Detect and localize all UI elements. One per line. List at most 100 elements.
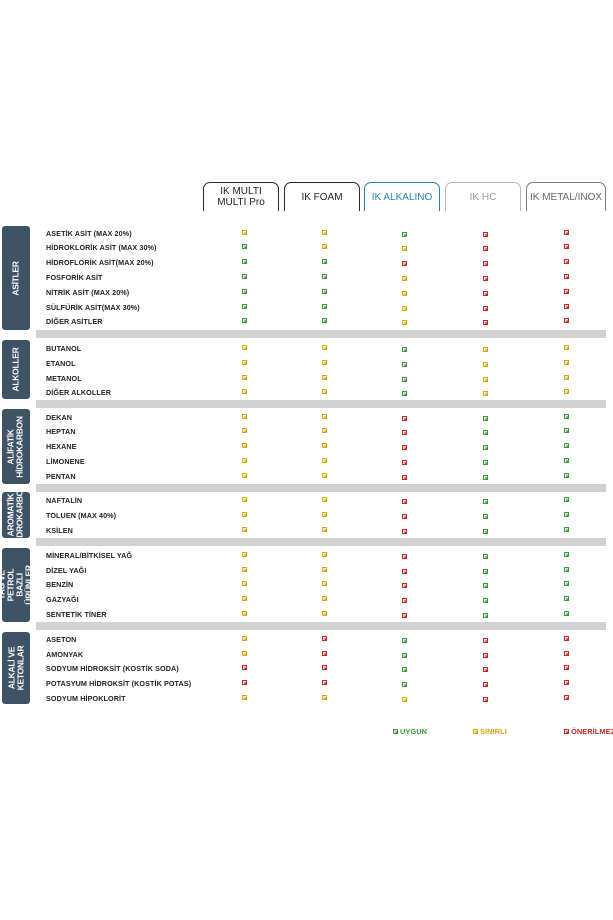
compat-mark-sinirli — [322, 230, 327, 235]
compat-mark-uygun — [564, 611, 569, 616]
compat-mark-uygun — [564, 414, 569, 419]
compat-mark-onerilmez — [564, 651, 569, 656]
row-label: NAFTALİN — [46, 496, 83, 505]
column-header: IK ALKALINO — [364, 182, 440, 211]
compat-mark-onerilmez — [564, 680, 569, 685]
compat-mark-onerilmez — [564, 230, 569, 235]
compat-mark-sinirli — [483, 377, 488, 382]
compat-mark-uygun — [564, 552, 569, 557]
row-label: POTASYUM HİDROKSİT (KOSTİK POTAS) — [46, 679, 192, 688]
legend-label: UYGUN — [400, 727, 428, 736]
compat-mark-sinirli — [322, 345, 327, 350]
compat-mark-sinirli — [322, 414, 327, 419]
section-divider — [36, 538, 606, 546]
row-label: HİDROKLORİK ASİT (MAX 30%) — [46, 243, 157, 252]
compat-mark-sinirli — [322, 360, 327, 365]
compat-mark-onerilmez — [564, 244, 569, 249]
compat-mark-sinirli — [483, 347, 488, 352]
compat-mark-uygun — [564, 527, 569, 532]
category-label: YAĞ VE PETROL BAZLI ÜRÜNLER — [2, 548, 30, 622]
compat-mark-uygun — [564, 458, 569, 463]
row-label: SODYUM HİDROKSİT (KOSTİK SODA) — [46, 664, 179, 673]
compat-mark-sinirli — [402, 276, 407, 281]
compat-mark-sinirli — [242, 389, 247, 394]
row-label: AMONYAK — [46, 650, 84, 659]
compat-mark-uygun — [242, 274, 247, 279]
compat-mark-sinirli — [242, 497, 247, 502]
compat-mark-onerilmez — [483, 261, 488, 266]
section-divider — [36, 622, 606, 630]
compat-mark-onerilmez — [483, 232, 488, 237]
compat-mark-uygun — [242, 318, 247, 323]
compat-mark-uygun — [402, 391, 407, 396]
compat-mark-sinirli — [564, 345, 569, 350]
legend-label: ÖNERİLMEZ — [571, 727, 613, 736]
compat-mark-uygun — [402, 377, 407, 382]
compat-mark-onerilmez — [402, 583, 407, 588]
row-label: MİNERAL/BİTKİSEL YAĞ — [46, 551, 133, 560]
compat-mark-sinirli — [242, 375, 247, 380]
compat-mark-onerilmez — [564, 695, 569, 700]
compat-mark-uygun — [483, 514, 488, 519]
compat-mark-sinirli — [402, 291, 407, 296]
compat-mark-uygun — [564, 512, 569, 517]
row-label: HİDROFLORİK ASİT(MAX 20%) — [46, 258, 154, 267]
compat-mark-sinirli — [242, 567, 247, 572]
section-divider — [36, 484, 606, 492]
compat-mark-sinirli — [322, 473, 327, 478]
compat-mark-uygun — [483, 569, 488, 574]
compat-mark-sinirli — [242, 473, 247, 478]
category-label: ALİFATİK HİDROKARBON — [2, 409, 30, 484]
compat-mark-sinirli — [242, 527, 247, 532]
compat-mark-sinirli — [483, 391, 488, 396]
compat-mark-onerilmez — [483, 320, 488, 325]
compat-mark-onerilmez — [483, 653, 488, 658]
compat-mark-uygun — [564, 581, 569, 586]
compat-mark-uygun — [483, 529, 488, 534]
compat-mark-uygun — [483, 416, 488, 421]
compat-mark-sinirli — [322, 512, 327, 517]
compat-mark-onerilmez — [322, 636, 327, 641]
row-label: KSİLEN — [46, 526, 73, 535]
compat-mark-uygun — [564, 567, 569, 572]
compat-mark-onerilmez — [402, 514, 407, 519]
compat-mark-sinirli — [242, 636, 247, 641]
compat-mark-onerilmez — [402, 554, 407, 559]
compat-mark-uygun — [322, 274, 327, 279]
column-header: IK METAL/INOX — [526, 182, 606, 211]
compat-mark-uygun — [483, 499, 488, 504]
row-label: FOSFORİK ASİT — [46, 273, 103, 282]
section-divider — [36, 330, 606, 338]
row-label: SODYUM HİPOKLORİT — [46, 694, 126, 703]
compat-mark-uygun — [322, 304, 327, 309]
compat-mark-uygun — [564, 596, 569, 601]
compat-mark-onerilmez — [483, 697, 488, 702]
row-label: DEKAN — [46, 413, 73, 422]
compat-mark-onerilmez — [564, 636, 569, 641]
row-label: PENTAN — [46, 472, 76, 481]
compat-mark-onerilmez — [402, 529, 407, 534]
compat-mark-sinirli — [483, 362, 488, 367]
compat-mark-sinirli — [402, 246, 407, 251]
compat-mark-uygun — [242, 289, 247, 294]
compat-mark-sinirli — [322, 596, 327, 601]
compat-mark-sinirli — [402, 320, 407, 325]
row-label: HEPTAN — [46, 427, 76, 436]
compat-mark-uygun — [483, 583, 488, 588]
compat-mark-onerilmez — [402, 499, 407, 504]
compat-mark-onerilmez — [242, 665, 247, 670]
compat-mark-sinirli — [322, 552, 327, 557]
compat-mark-uygun — [564, 428, 569, 433]
compat-mark-onerilmez — [402, 613, 407, 618]
compat-mark-sinirli — [242, 512, 247, 517]
row-label: SÜLFÜRİK ASİT(MAX 30%) — [46, 303, 140, 312]
compat-mark-onerilmez — [483, 682, 488, 687]
category-label: ALKOLLER — [2, 340, 30, 399]
row-label: TOLUEN (MAX 40%) — [46, 511, 117, 520]
compat-mark-sinirli — [402, 697, 407, 702]
category-label: AROMATİK HİDROKARBON — [2, 492, 30, 538]
compat-mark-uygun — [483, 475, 488, 480]
column-header: IK HC — [445, 182, 521, 211]
compat-mark-uygun — [483, 430, 488, 435]
compat-mark-sinirli — [242, 458, 247, 463]
